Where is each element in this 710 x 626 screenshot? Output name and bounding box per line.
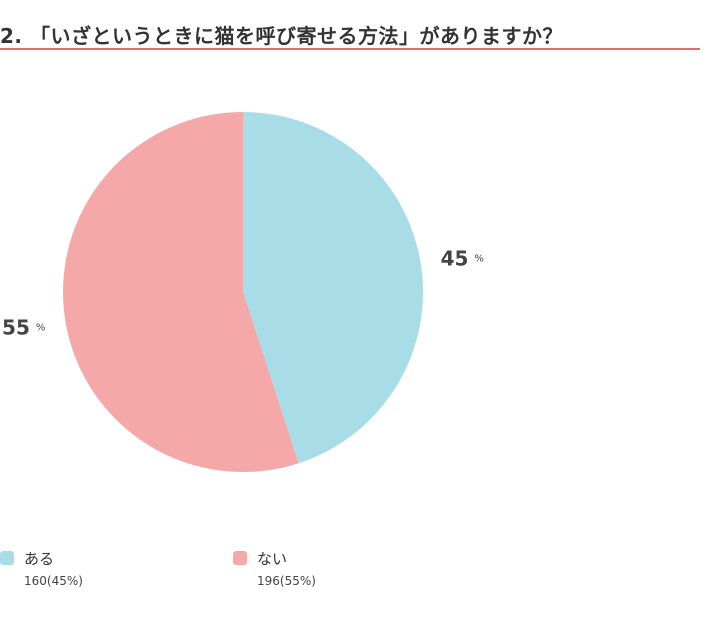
pie-slice-1: [63, 112, 299, 472]
chart-title: 2. 「いざというときに猫を呼び寄せる方法」がありますか？: [0, 24, 563, 48]
legend-label: ある: [24, 550, 55, 568]
pie-slice-0: [243, 112, 424, 464]
legend-label: ない: [257, 550, 288, 568]
data-label: 45%: [441, 246, 484, 270]
legend-swatch: [0, 551, 14, 565]
legend-value: 196(55%): [257, 574, 316, 588]
legend-swatch: [233, 551, 247, 565]
pie-chart: 45 % 55%: [2, 112, 484, 472]
title-underline: [0, 48, 700, 50]
legend-value: 160(45%): [24, 574, 83, 588]
data-label: 55%: [2, 316, 45, 340]
